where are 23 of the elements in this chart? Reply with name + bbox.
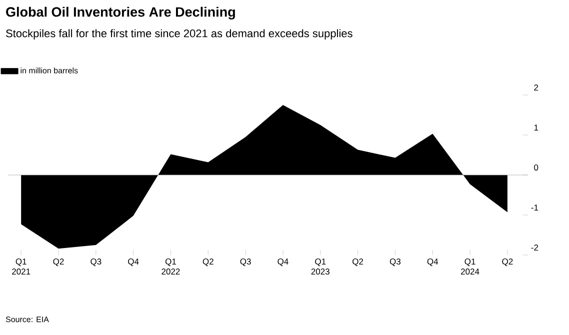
- legend-label: in million barrels: [20, 68, 78, 74]
- x-tick-label: Q4: [278, 258, 288, 266]
- x-tick-label: Q2: [202, 258, 214, 266]
- x-tick-label: Q3: [90, 258, 102, 266]
- y-tick-label: 1: [534, 124, 538, 130]
- x-tick-label: Q4: [128, 258, 139, 266]
- x-tick-label: Q1 2023: [311, 258, 330, 275]
- x-tick-label: Q1 2021: [12, 258, 30, 275]
- y-tick-label: -1: [531, 204, 538, 210]
- chart-title: Global Oil Inventories Are Declining: [6, 6, 235, 20]
- x-tick-label: Q3: [390, 258, 401, 266]
- x-tick-label: Q4: [427, 258, 438, 266]
- y-tick-label: -2: [531, 244, 538, 250]
- x-tick-label: Q1 2024: [460, 258, 480, 275]
- x-tick-label: Q2: [502, 258, 513, 266]
- x-tick-label: Q3: [240, 258, 251, 266]
- chart-subtitle: Stockpiles fall for the first time since 2021 as demand exceeds supplies: [6, 29, 352, 40]
- x-tick-label: Q2: [352, 258, 364, 266]
- x-tick-label: Q2: [53, 258, 64, 266]
- source-note: Source: EIA: [6, 316, 49, 322]
- x-tick-label: Q1 2022: [162, 258, 180, 275]
- y-tick-label: 0: [534, 164, 538, 170]
- y-tick-label: 2: [534, 84, 538, 90]
